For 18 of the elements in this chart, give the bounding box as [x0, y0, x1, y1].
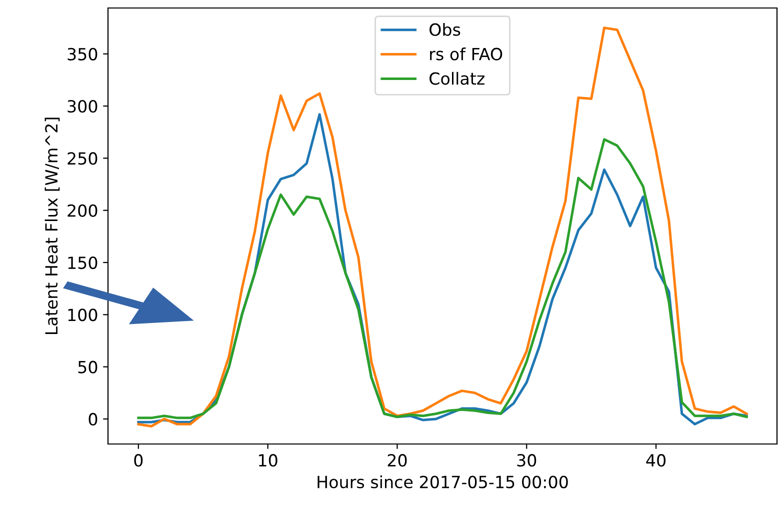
legend-label: Collatz: [430, 72, 484, 85]
y-tick-label: 150: [68, 256, 98, 270]
x-tick-label: 10: [259, 454, 278, 467]
x-tick-label: 20: [388, 454, 407, 467]
y-tick-label: 250: [68, 152, 98, 165]
y-tick-label: 100: [68, 308, 98, 322]
x-axis-title: Hours since 2017-05-15 00:00: [318, 475, 568, 488]
y-tick-label: 300: [68, 100, 98, 113]
x-tick-label: 0: [134, 454, 143, 467]
legend-label: Obs: [430, 23, 460, 36]
y-tick-label: 0: [88, 412, 98, 426]
x-tick-label: 30: [517, 454, 536, 467]
y-axis-title: Latent Heat Flux [W/m^2]: [44, 118, 60, 334]
legend-label: rs of FAO: [430, 47, 502, 60]
y-tick-label: 350: [68, 48, 98, 60]
x-tick-label: 40: [646, 454, 666, 467]
y-tick-label: 200: [68, 204, 98, 217]
y-tick-label: 50: [78, 360, 98, 374]
